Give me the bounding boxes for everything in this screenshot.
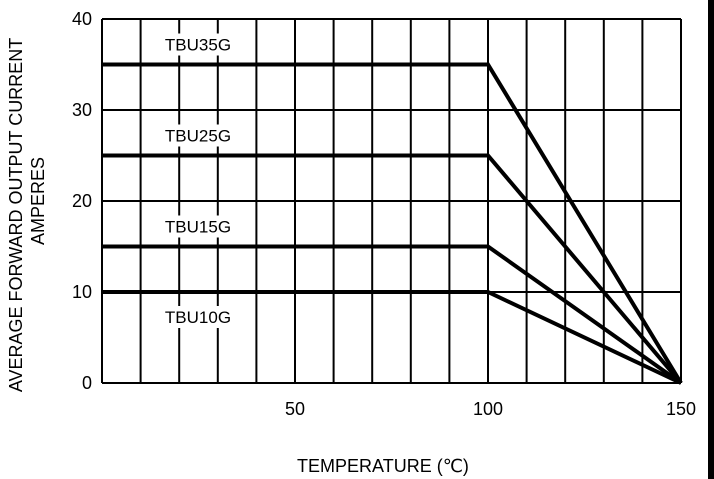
y-tick-label: 20 — [72, 191, 92, 211]
series-label-background — [154, 124, 242, 147]
grid-lines — [101, 18, 682, 384]
series-label-background — [154, 33, 242, 56]
tick-labels: 0 10 20 30 40 50 100 150 — [72, 9, 696, 419]
series-labels: TBU35G TBU25G TBU15G TBU10G — [154, 33, 242, 328]
series-lines — [102, 62, 683, 385]
frame-edge-rule — [708, 0, 714, 479]
series-label-tbu35g: TBU35G — [165, 36, 231, 55]
y-tick-label: 0 — [82, 373, 92, 393]
series-line-tbu25g — [102, 153, 683, 385]
y-axis-units-label: AMPERES — [28, 157, 48, 245]
x-tick-label: 100 — [473, 399, 503, 419]
y-tick-label: 40 — [72, 9, 92, 29]
series-label-tbu10g: TBU10G — [165, 308, 231, 327]
y-axis-label: AVERAGE FORWARD OUTPUT CURRENT — [6, 38, 26, 392]
x-tick-label: 150 — [666, 399, 696, 419]
series-line-tbu15g — [102, 244, 683, 385]
x-tick-label: 50 — [285, 399, 305, 419]
x-axis-label: TEMPERATURE (℃) — [297, 456, 469, 476]
y-tick-label: 10 — [72, 282, 92, 302]
series-line-tbu10g — [102, 290, 682, 385]
series-label-background — [154, 306, 242, 328]
series-label-tbu25g: TBU25G — [165, 127, 231, 146]
series-label-background — [154, 215, 242, 238]
y-tick-label: 30 — [72, 100, 92, 120]
series-line-tbu35g — [102, 62, 683, 385]
series-label-tbu15g: TBU15G — [165, 218, 231, 237]
